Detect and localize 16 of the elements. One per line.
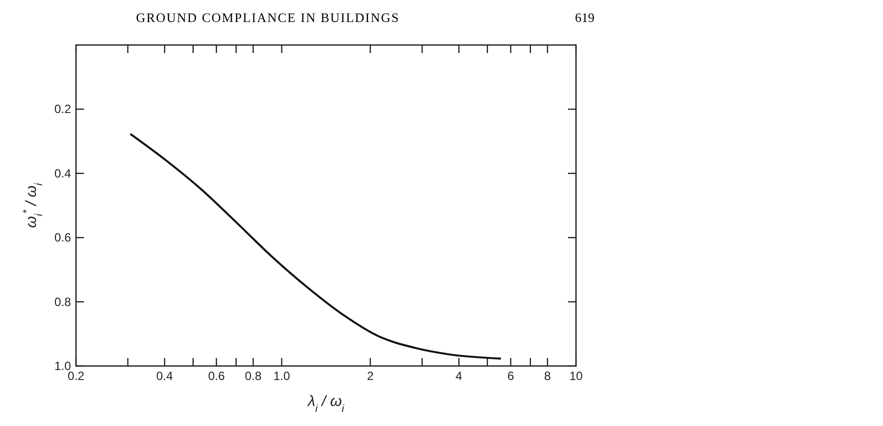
x-tick-label: 8	[544, 369, 552, 383]
text: 619	[575, 10, 594, 25]
x-tick-label: 1.0	[273, 369, 290, 383]
x-tick-label: 6	[507, 369, 514, 383]
x-tick-label: 0.8	[244, 369, 262, 383]
x-tick-label: 4	[456, 369, 463, 383]
x-tick-label: 0.4	[156, 369, 174, 383]
y-tick-label: 0.2	[54, 102, 72, 116]
y-tick-label: 0.8	[54, 294, 72, 309]
x-tick-label: 2	[366, 369, 374, 383]
x-axis-title: λ$_{i}$ / ω$_{i}$	[306, 393, 345, 415]
text: GROUND COMPLIANCE IN BUILDINGS	[136, 10, 400, 25]
x-tick-label: 10	[569, 369, 583, 383]
x-tick-label: 0.6	[208, 369, 226, 383]
y-tick-label: 0.4	[54, 166, 72, 180]
y-tick-label: 0.6	[54, 230, 72, 245]
